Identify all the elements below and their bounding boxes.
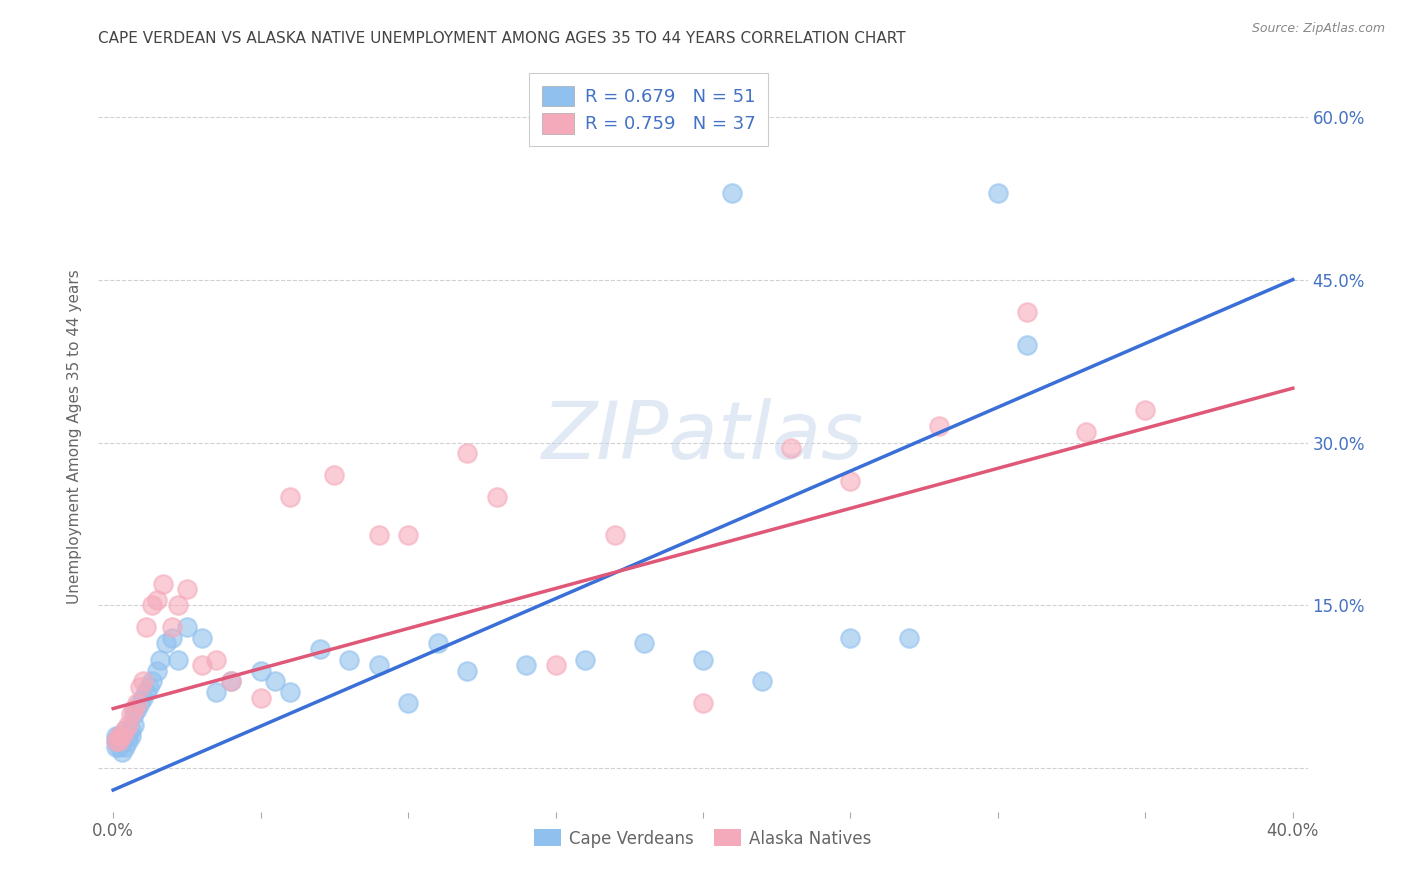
Point — [426, 636, 449, 650]
Point — [278, 490, 301, 504]
Point — [114, 723, 136, 738]
Point — [1135, 403, 1157, 417]
Point — [176, 620, 198, 634]
Point — [120, 723, 142, 738]
Point — [114, 739, 136, 754]
Point — [337, 653, 360, 667]
Point — [108, 739, 131, 754]
Point — [456, 446, 478, 460]
Point — [131, 674, 153, 689]
Point — [122, 718, 145, 732]
Point — [574, 653, 596, 667]
Point — [692, 653, 714, 667]
Point — [149, 653, 172, 667]
Point — [205, 653, 228, 667]
Point — [633, 636, 655, 650]
Point — [603, 528, 626, 542]
Point — [128, 680, 150, 694]
Point — [135, 685, 157, 699]
Point — [117, 729, 139, 743]
Point — [111, 729, 134, 743]
Point — [117, 734, 139, 748]
Point — [105, 734, 128, 748]
Point — [928, 419, 950, 434]
Point — [125, 701, 148, 715]
Point — [167, 599, 190, 613]
Legend: Cape Verdeans, Alaska Natives: Cape Verdeans, Alaska Natives — [526, 821, 880, 855]
Point — [780, 441, 803, 455]
Point — [190, 658, 212, 673]
Point — [308, 641, 330, 656]
Point — [987, 186, 1010, 200]
Point — [105, 729, 128, 743]
Y-axis label: Unemployment Among Ages 35 to 44 years: Unemployment Among Ages 35 to 44 years — [67, 269, 83, 605]
Text: Source: ZipAtlas.com: Source: ZipAtlas.com — [1251, 22, 1385, 36]
Point — [105, 734, 128, 748]
Point — [105, 739, 128, 754]
Point — [219, 674, 242, 689]
Point — [249, 664, 271, 678]
Point — [367, 658, 389, 673]
Point — [692, 696, 714, 710]
Point — [108, 734, 131, 748]
Point — [721, 186, 744, 200]
Point — [141, 599, 163, 613]
Point — [249, 690, 271, 705]
Point — [108, 734, 131, 748]
Point — [122, 706, 145, 721]
Point — [152, 576, 174, 591]
Point — [122, 701, 145, 715]
Point — [264, 674, 287, 689]
Point — [114, 723, 136, 738]
Point — [515, 658, 537, 673]
Point — [120, 729, 142, 743]
Point — [135, 620, 157, 634]
Point — [108, 729, 131, 743]
Point — [111, 734, 134, 748]
Point — [131, 690, 153, 705]
Text: ZIPatlas: ZIPatlas — [541, 398, 865, 476]
Point — [176, 582, 198, 596]
Point — [323, 468, 346, 483]
Point — [155, 636, 177, 650]
Point — [108, 729, 131, 743]
Point — [898, 631, 921, 645]
Point — [367, 528, 389, 542]
Point — [138, 680, 160, 694]
Point — [160, 631, 183, 645]
Point — [190, 631, 212, 645]
Point — [396, 696, 419, 710]
Text: CAPE VERDEAN VS ALASKA NATIVE UNEMPLOYMENT AMONG AGES 35 TO 44 YEARS CORRELATION: CAPE VERDEAN VS ALASKA NATIVE UNEMPLOYME… — [98, 31, 905, 46]
Point — [1017, 338, 1039, 352]
Point — [456, 664, 478, 678]
Point — [111, 745, 134, 759]
Point — [278, 685, 301, 699]
Point — [146, 664, 169, 678]
Point — [128, 696, 150, 710]
Point — [120, 706, 142, 721]
Point — [839, 474, 862, 488]
Point — [125, 696, 148, 710]
Point — [396, 528, 419, 542]
Point — [160, 620, 183, 634]
Point — [544, 658, 567, 673]
Point — [111, 729, 134, 743]
Point — [839, 631, 862, 645]
Point — [751, 674, 773, 689]
Point — [117, 718, 139, 732]
Point — [146, 593, 169, 607]
Point — [1076, 425, 1098, 439]
Point — [485, 490, 508, 504]
Point — [219, 674, 242, 689]
Point — [141, 674, 163, 689]
Point — [167, 653, 190, 667]
Point — [1017, 305, 1039, 319]
Point — [205, 685, 228, 699]
